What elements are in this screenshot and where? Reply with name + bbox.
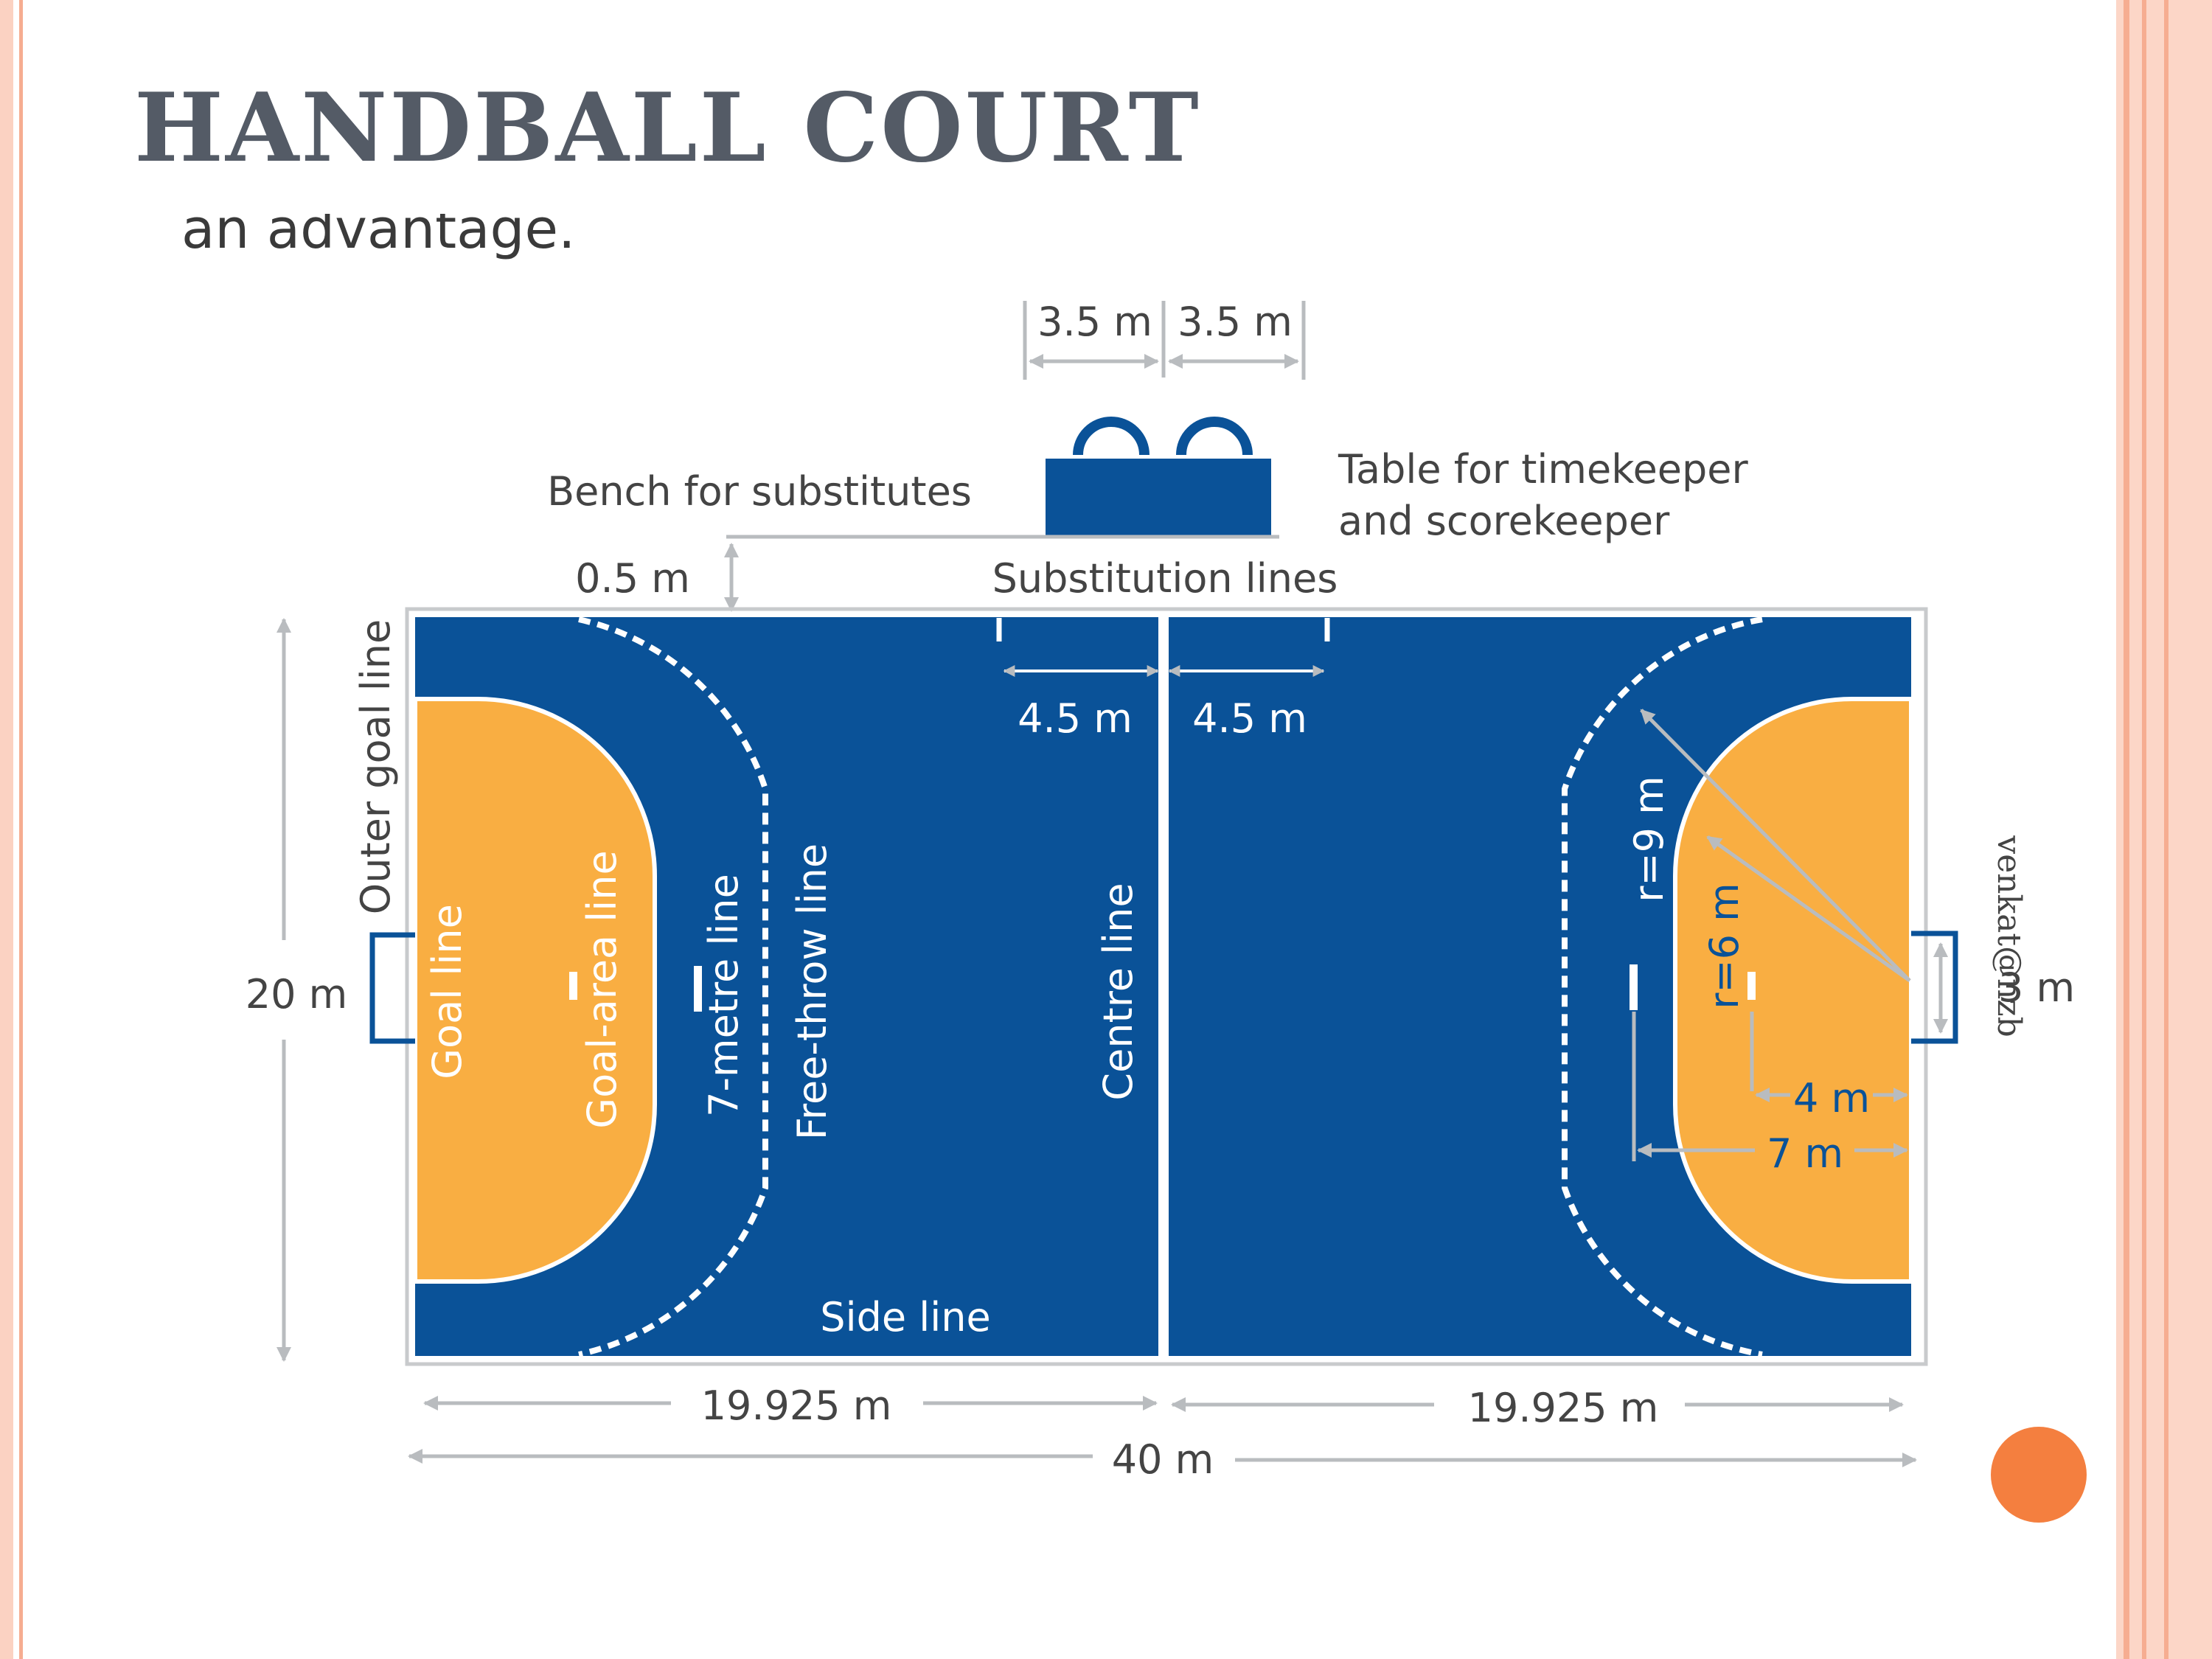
table-icon (1046, 459, 1271, 536)
label-r6: r=6 m (1701, 883, 1747, 1009)
bench-offset-marker (724, 535, 1279, 612)
radius-arrow-6m (1706, 835, 1911, 983)
goal-area-right (1673, 697, 1913, 1284)
goal-left (369, 932, 415, 1044)
label-half-width-right: 3.5 m (1178, 299, 1293, 345)
outer-dimensions (276, 618, 1917, 1467)
label-sub-left: 4.5 m (1018, 695, 1133, 742)
left-border-line (19, 0, 23, 1659)
chair-icon (1176, 417, 1253, 456)
label-court-width: 20 m (246, 971, 347, 1018)
court-outer-border (405, 607, 1928, 1366)
label-bench-offset: 0.5 m (575, 555, 690, 602)
official-table (1046, 417, 1271, 536)
free-throw-line-left (578, 616, 768, 1357)
cropped-text-fragment: an advantage. (177, 214, 693, 261)
label-bench: Bench for substitutes (547, 468, 972, 515)
cropped-text: an advantage. (181, 214, 576, 261)
label-half-left: 19.925 m (701, 1382, 892, 1429)
seven-metre-mark-left (694, 966, 702, 1012)
label-goal-line: Goal line (424, 904, 470, 1079)
right-border-line-3 (2164, 0, 2168, 1659)
label-seven-metre-line: 7-metre line (700, 874, 747, 1117)
label-half-right: 19.925 m (1468, 1385, 1659, 1431)
goal-area-left (413, 697, 657, 1284)
label-side-line: Side line (820, 1294, 990, 1340)
table-dimensions (1023, 301, 1306, 380)
goalkeeper-line-right (1747, 972, 1756, 1000)
label-total-length: 40 m (1112, 1436, 1214, 1483)
label-r9: r=9 m (1626, 776, 1672, 902)
seven-metre-mark-right (1630, 964, 1638, 1010)
right-border-line-1 (2124, 0, 2129, 1659)
chair-icon (1073, 417, 1150, 456)
goal-right (1911, 931, 1958, 1044)
free-throw-line-right (1562, 616, 1763, 1357)
radius-arrows (1632, 709, 1948, 1161)
label-free-throw-line: Free-throw line (789, 844, 835, 1140)
label-substitution-lines: Substitution lines (992, 555, 1338, 602)
accent-dot (1991, 1427, 2087, 1523)
label-goal-area-line: Goal-area line (579, 850, 625, 1129)
label-goal-width: 3 m (1998, 964, 2075, 1011)
label-outer-goal-line: Outer goal line (352, 619, 399, 915)
left-border-stripe (0, 0, 13, 1659)
goalkeeper-line-left (569, 972, 577, 1000)
right-border-line-2 (2142, 0, 2146, 1659)
radius-arrow-9m (1640, 709, 1911, 982)
label-half-width-left: 3.5 m (1037, 299, 1152, 345)
label-table-line1: Table for timekeeper (1338, 446, 1749, 493)
slide-title: HANDBALL COURT (134, 73, 1201, 184)
label-sub-right: 4.5 m (1192, 695, 1307, 742)
label-seven-m: 7 m (1767, 1130, 1843, 1177)
label-table-line2: and scorekeeper (1338, 498, 1670, 544)
label-four-m: 4 m (1793, 1075, 1870, 1121)
label-centre-line: Centre line (1095, 883, 1141, 1100)
